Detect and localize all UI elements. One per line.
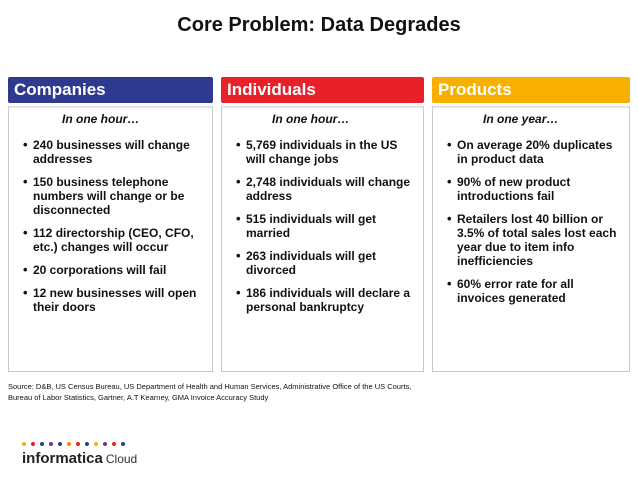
list-item: 20 corporations will fail xyxy=(23,263,208,277)
individuals-list: 5,769 individuals in the US will change … xyxy=(222,130,423,314)
companies-list: 240 businesses will change addresses 150… xyxy=(9,130,212,314)
logo-dots-icon xyxy=(22,442,130,448)
logo-dot xyxy=(40,442,44,446)
products-subhead: In one year… xyxy=(483,112,559,126)
logo-dot xyxy=(67,442,71,446)
logo-dot xyxy=(112,442,116,446)
list-item: 12 new businesses will open their doors xyxy=(23,286,208,314)
list-item: 186 individuals will declare a personal … xyxy=(236,286,419,314)
list-item: 2,748 individuals will change address xyxy=(236,175,419,203)
list-item: 240 businesses will change addresses xyxy=(23,138,208,166)
list-item: 112 directorship (CEO, CFO, etc.) change… xyxy=(23,226,208,254)
products-header: Products xyxy=(432,77,630,103)
companies-column: Companies In one hour… 240 businesses wi… xyxy=(8,77,213,372)
page-title: Core Problem: Data Degrades xyxy=(177,14,461,36)
informatica-logo: informatica Cloud xyxy=(22,450,137,467)
list-item: Retailers lost 40 billion or 3.5% of tot… xyxy=(447,212,625,268)
companies-subhead: In one hour… xyxy=(62,112,140,126)
list-item: 150 business telephone numbers will chan… xyxy=(23,175,208,217)
list-item: 90% of new product introductions fail xyxy=(447,175,625,203)
list-item: 60% error rate for all invoices generate… xyxy=(447,277,625,305)
list-item: On average 20% duplicates in product dat… xyxy=(447,138,625,166)
individuals-panel: In one hour… 5,769 individuals in the US… xyxy=(221,106,424,372)
logo-dot xyxy=(121,442,125,446)
logo-dot xyxy=(103,442,107,446)
logo-dot xyxy=(85,442,89,446)
logo-dot xyxy=(58,442,62,446)
companies-header: Companies xyxy=(8,77,213,103)
source-line-1: Source: D&B, US Census Bureau, US Depart… xyxy=(8,382,412,391)
logo-dot xyxy=(22,442,26,446)
individuals-column: Individuals In one hour… 5,769 individua… xyxy=(221,77,424,372)
list-item: 515 individuals will get married xyxy=(236,212,419,240)
products-column: Products In one year… On average 20% dup… xyxy=(432,77,630,372)
logo-dot xyxy=(94,442,98,446)
logo-dot xyxy=(49,442,53,446)
logo-suffix: Cloud xyxy=(105,452,138,466)
companies-panel: In one hour… 240 businesses will change … xyxy=(8,106,213,372)
individuals-subhead: In one hour… xyxy=(272,112,350,126)
logo-dot xyxy=(31,442,35,446)
source-line-2: Bureau of Labor Statistics, Gartner, A.T… xyxy=(8,393,269,402)
individuals-header: Individuals xyxy=(221,77,424,103)
logo-name: informatica xyxy=(22,450,103,467)
list-item: 5,769 individuals in the US will change … xyxy=(236,138,419,166)
products-list: On average 20% duplicates in product dat… xyxy=(433,130,629,305)
list-item: 263 individuals will get divorced xyxy=(236,249,419,277)
logo-dot xyxy=(76,442,80,446)
source-note: Source: D&B, US Census Bureau, US Depart… xyxy=(8,381,628,403)
products-panel: In one year… On average 20% duplicates i… xyxy=(432,106,630,372)
